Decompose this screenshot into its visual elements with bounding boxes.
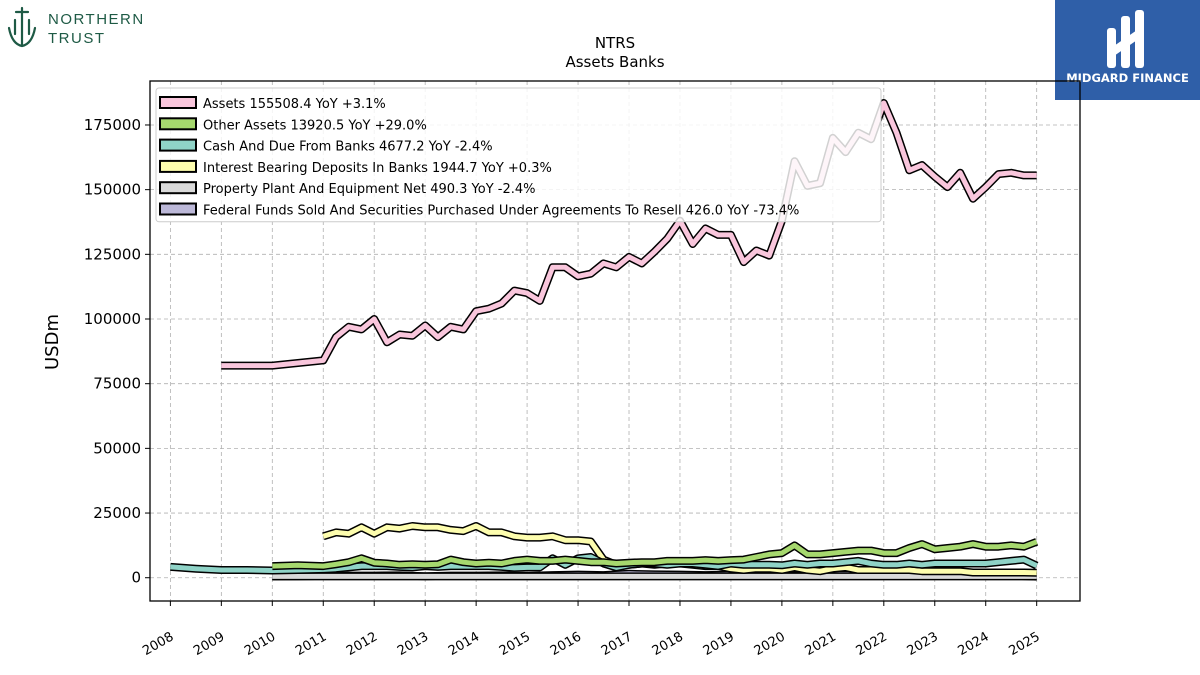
legend-entry: Assets 155508.4 YoY +3.1%: [203, 97, 386, 112]
y-tick-label: 125000: [84, 245, 141, 263]
legend-entry: Federal Funds Sold And Securities Purcha…: [203, 204, 799, 219]
brand-line1: NORTHERN: [48, 11, 145, 28]
x-tick-label: 2014: [446, 629, 482, 659]
x-tick-label: 2016: [548, 629, 584, 659]
x-tick-label: 2024: [956, 629, 992, 659]
legend-entry: Interest Bearing Deposits In Banks 1944.…: [203, 161, 552, 176]
legend-swatch: [159, 159, 197, 173]
northern-trust-emblem-icon: NORTHERN TRUST: [7, 6, 145, 48]
y-tick-label: 150000: [84, 181, 141, 199]
x-tick-label: 2011: [293, 629, 329, 659]
x-tick-label: 2025: [1007, 629, 1043, 659]
legend-entry: Other Assets 13920.5 YoY +29.0%: [203, 118, 427, 133]
x-tick-label: 2012: [344, 629, 380, 659]
y-axis-ticks: 0 25000 50000 75000 100000 125000 150000 175000: [84, 116, 150, 587]
series-line-assets: [221, 100, 1037, 369]
y-tick-label: 175000: [84, 116, 141, 134]
x-tick-label: 2010: [242, 629, 278, 659]
x-tick-label: 2020: [752, 629, 788, 659]
legend: Assets 155508.4 YoY +3.1% Other Assets 13…: [155, 87, 882, 223]
legend-box: [155, 87, 882, 223]
brand-right-name: MIDGARD FINANCE: [1066, 71, 1189, 85]
northern-trust-logo: NORTHERN TRUST: [4, 4, 164, 50]
y-axis-label: USDm: [42, 314, 63, 370]
x-tick-label: 2015: [497, 629, 533, 659]
series-line-other-assets: [272, 539, 1038, 569]
midgard-emblem-icon: MIDGARD FINANCE: [1066, 10, 1189, 85]
brand-line2: TRUST: [48, 30, 106, 47]
x-tick-label: 2022: [854, 629, 890, 659]
chart-subtitle: Assets Banks: [565, 53, 664, 71]
x-tick-label: 2018: [650, 629, 686, 659]
legend-swatch: [159, 181, 197, 195]
x-tick-label: 2021: [803, 629, 839, 659]
x-tick-label: 2008: [140, 629, 176, 659]
y-tick-label: 100000: [84, 310, 141, 328]
x-tick-label: 2023: [905, 629, 941, 659]
x-tick-label: 2009: [191, 629, 227, 659]
plot-frame: [149, 80, 1081, 602]
series-lines: [170, 99, 1039, 581]
legend-swatch: [159, 96, 197, 109]
legend-swatch: [159, 138, 197, 152]
y-tick-label: 75000: [93, 375, 141, 393]
midgard-finance-logo: MIDGARD FINANCE: [1055, 0, 1200, 100]
legend-entry: Cash And Due From Banks 4677.2 YoY -2.4%: [203, 140, 493, 155]
x-axis-ticks: 2008 2009 2010 2011 2012 2013 2014 2015 2016 2017…: [140, 601, 1043, 659]
x-tick-label: 2017: [599, 629, 635, 659]
legend-swatch: [159, 202, 197, 216]
legend-swatch: [159, 117, 197, 131]
y-tick-label: 50000: [93, 439, 141, 457]
chart-title: NTRS: [595, 34, 635, 52]
x-tick-label: 2013: [395, 629, 431, 659]
y-tick-label: 25000: [93, 504, 141, 522]
x-tick-label: 2019: [701, 629, 737, 659]
legend-entry: Property Plant And Equipment Net 490.3 Y…: [203, 182, 536, 197]
y-tick-label: 0: [131, 569, 141, 587]
